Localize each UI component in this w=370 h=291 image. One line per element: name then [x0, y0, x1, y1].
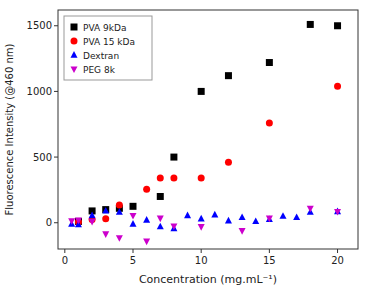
- point: [239, 228, 246, 235]
- tick-mark: [201, 249, 202, 253]
- point: [157, 223, 164, 230]
- point: [170, 154, 177, 161]
- point: [130, 220, 137, 227]
- point: [157, 193, 164, 200]
- point: [102, 207, 109, 214]
- point: [266, 216, 273, 223]
- plot-frame: [58, 10, 358, 249]
- point: [307, 206, 314, 213]
- point: [116, 235, 123, 242]
- legend-label: PVA 9kDa: [83, 23, 126, 33]
- legend-symbol: [71, 66, 78, 73]
- point: [102, 231, 109, 238]
- point: [239, 213, 246, 220]
- point: [89, 219, 96, 226]
- point: [293, 213, 300, 220]
- point: [280, 212, 287, 219]
- point: [157, 216, 164, 223]
- legend-symbol: [71, 24, 78, 31]
- point: [89, 211, 96, 218]
- points: [68, 21, 341, 245]
- point: [266, 119, 273, 126]
- tick-label: 20: [331, 255, 344, 266]
- point: [75, 217, 82, 224]
- tick-mark: [54, 91, 58, 92]
- point: [170, 223, 177, 230]
- tick-mark: [54, 157, 58, 158]
- point: [198, 224, 205, 231]
- tick-label: 15: [263, 255, 276, 266]
- point: [170, 175, 177, 182]
- background: [0, 0, 370, 291]
- point: [130, 203, 137, 210]
- point: [307, 21, 314, 28]
- tick-label: 0: [46, 217, 52, 228]
- point: [225, 217, 232, 224]
- legend-symbol: [71, 51, 78, 58]
- point: [198, 88, 205, 95]
- point: [143, 216, 150, 223]
- legend-symbol: [71, 38, 78, 45]
- point: [334, 209, 341, 216]
- legend-label: PEG 8k: [83, 65, 116, 75]
- point: [184, 211, 191, 218]
- point: [102, 215, 109, 222]
- tick-label: 1000: [27, 86, 52, 97]
- x-axis-label: Concentration (mg.mL⁻¹): [139, 273, 277, 286]
- point: [225, 159, 232, 166]
- point: [266, 215, 273, 222]
- point: [143, 238, 150, 245]
- y-axis-label: Fluorescence Intensity (@460 nm): [4, 43, 15, 215]
- tick-mark: [133, 249, 134, 253]
- point: [157, 175, 164, 182]
- point: [116, 202, 123, 209]
- point: [198, 215, 205, 222]
- tick-mark: [269, 249, 270, 253]
- legend: PVA 9kDa PVA 15 kDa Dextran PEG 8k: [64, 16, 152, 80]
- point: [143, 186, 150, 193]
- legend-box: [64, 16, 152, 80]
- legend-label: Dextran: [83, 51, 119, 61]
- point: [198, 175, 205, 182]
- tick-mark: [54, 25, 58, 26]
- point: [334, 83, 341, 90]
- tick-label: 5: [130, 255, 136, 266]
- tick-mark: [64, 249, 65, 253]
- tick-label: 500: [33, 152, 52, 163]
- tick-mark: [337, 249, 338, 253]
- point: [266, 59, 273, 66]
- point: [116, 208, 123, 215]
- chart: 0 5 10 15 20 0 500 1000 1500 Concentration (mg.mL…: [0, 0, 370, 291]
- point: [334, 22, 341, 29]
- point: [75, 218, 82, 225]
- point: [68, 218, 75, 225]
- point: [130, 213, 137, 220]
- tick-label: 0: [62, 255, 68, 266]
- point: [102, 206, 109, 213]
- point: [225, 72, 232, 79]
- tick-label: 10: [195, 255, 208, 266]
- legend-label: PVA 15 kDa: [83, 37, 135, 47]
- tick-mark: [54, 222, 58, 223]
- point: [211, 211, 218, 218]
- tick-label: 1500: [27, 20, 52, 31]
- point: [252, 217, 259, 224]
